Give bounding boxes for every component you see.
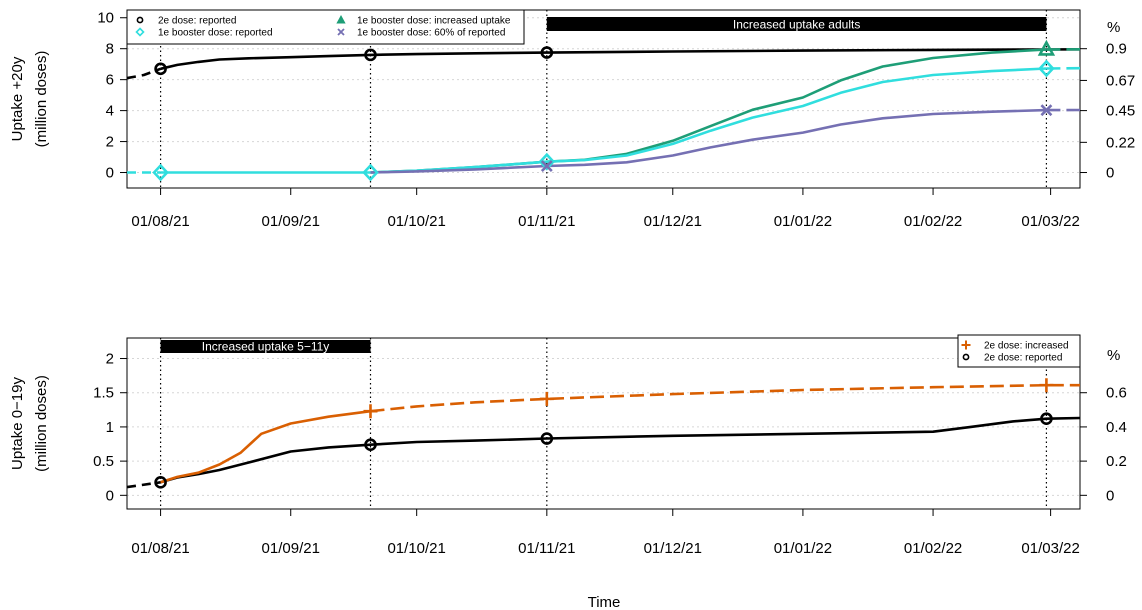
x-tick-label: 01/02/22 [904, 540, 962, 557]
data-point-reported_2e [364, 48, 377, 62]
uptake-20plus-panel: 0 2 4 6 8 10 0 0.22 0.45 0.67 0.9% 01/08/21 01/09/21… [9, 9, 1135, 230]
series-line-dashed [127, 67, 162, 80]
x-tick-label: 01/08/21 [131, 540, 189, 557]
y-tick-label: 8 [106, 41, 114, 58]
x-tick-label: 01/11/21 [518, 213, 575, 230]
x-tick-label: 01/08/21 [131, 213, 189, 230]
y2-unit-label: % [1107, 347, 1120, 364]
x-tick-label: 01/11/21 [518, 540, 575, 557]
y-tick-label: 0 [106, 487, 114, 504]
legend-label: 1e booster dose: reported [158, 28, 273, 39]
x-tick-label: 01/12/21 [644, 213, 702, 230]
data-point-increased_2e [363, 404, 378, 419]
legend-label: 1e booster dose: 60% of reported [357, 28, 505, 39]
data-point-booster_increased [1037, 39, 1056, 56]
data-point-increased_2e [1039, 378, 1054, 393]
legend-marker-increased_2e [961, 340, 971, 350]
y-axis-subtitle: (million doses) [33, 51, 50, 148]
data-point-booster_60pct [540, 160, 553, 172]
series-line-dashed [370, 383, 1080, 413]
y2-tick-label: 0.4 [1106, 419, 1127, 436]
y-tick-label: 0 [106, 165, 114, 182]
x-tick-label: 01/12/21 [644, 540, 702, 557]
series-lines [127, 383, 1080, 489]
y-tick-label: 1.5 [93, 385, 114, 402]
x-tick-label: 01/01/22 [774, 540, 832, 557]
legend-marker-booster_reported [135, 27, 145, 37]
data-point-reported_2e [154, 476, 167, 489]
legend-marker-booster_60pct [337, 28, 345, 36]
x-tick-label: 01/10/21 [387, 213, 445, 230]
y2-tick-label: 0.45 [1106, 103, 1135, 120]
data-point-increased_2e [539, 391, 554, 406]
x-tick-label: 01/03/22 [1021, 540, 1079, 557]
data-point-booster_reported [1038, 59, 1055, 78]
data-point-booster_reported [362, 163, 379, 182]
series-line-reported_2e [160, 416, 1080, 484]
y2-tick-label: 0 [1106, 487, 1114, 504]
data-point-reported_2e [540, 46, 554, 59]
data-point-reported_2e [154, 62, 167, 76]
legend-marker-reported_2e [136, 16, 144, 24]
legend-label: 2e dose: increased [984, 341, 1069, 352]
data-point-booster_reported [152, 163, 169, 182]
annotation-band-label: Increased uptake adults [733, 18, 860, 32]
y2-tick-label: 0.67 [1106, 72, 1135, 89]
y-tick-label: 1 [106, 419, 114, 436]
plot-frame [126, 337, 1081, 510]
y2-tick-label: 0.2 [1106, 453, 1127, 470]
y2-tick-label: 0 [1106, 165, 1114, 182]
y2-tick-label: 0.9 [1106, 41, 1127, 58]
uptake-0-19-panel: 0 0.5 1 1.5 2 0 0.2 0.4 0.6% 01/08/21 01/09/21 01/1… [9, 334, 1127, 557]
data-point-reported_2e [540, 432, 554, 445]
data-point-booster_reported [538, 152, 556, 171]
y2-tick-label: 0.22 [1106, 134, 1135, 151]
annotation-band [546, 17, 1047, 31]
x-tick-label: 01/02/22 [904, 213, 962, 230]
x-tick-label: 01/09/21 [262, 540, 320, 557]
legend-label: 1e booster dose: increased uptake [357, 16, 511, 27]
x-tick-label: 01/09/21 [262, 213, 320, 230]
y-axis-title: Uptake 0−19y [9, 377, 26, 470]
series-line-booster_reported [160, 67, 1047, 174]
legend-marker-reported_2e [962, 353, 970, 361]
y-tick-label: 0.5 [93, 453, 114, 470]
y-axis-title: Uptake +20y [9, 56, 26, 141]
x-tick-label: 01/10/21 [387, 540, 445, 557]
y-axis-subtitle: (million doses) [33, 375, 50, 472]
data-point-reported_2e [364, 438, 377, 452]
annotation-band [160, 340, 371, 353]
series-line-dashed [127, 481, 161, 489]
x-tick-label: 01/03/22 [1021, 213, 1079, 230]
y-tick-label: 2 [106, 134, 114, 151]
legend-marker-booster_increased [336, 14, 346, 24]
y2-unit-label: % [1107, 19, 1120, 36]
y-tick-label: 2 [106, 351, 114, 368]
legend-label: 2e dose: reported [984, 353, 1062, 364]
series-line-booster_60pct [370, 108, 1047, 174]
legend-box [957, 334, 1081, 368]
y-tick-label: 4 [106, 103, 114, 120]
legend-label: 2e dose: reported [158, 16, 236, 27]
series-line-increased_2e [160, 409, 371, 484]
data-point-booster_60pct [1040, 104, 1053, 117]
data-point-reported_2e [1040, 412, 1053, 426]
plot-frame [126, 9, 1081, 189]
y-tick-label: 6 [106, 72, 114, 89]
x-tick-label: 01/01/22 [774, 213, 832, 230]
legend-box [126, 9, 525, 45]
y2-tick-label: 0.6 [1106, 385, 1127, 402]
series-lines [127, 48, 1080, 174]
y-tick-label: 10 [97, 10, 114, 27]
annotation-band-label: Increased uptake 5−11y [202, 340, 330, 354]
series-line-reported_2e [160, 48, 1080, 71]
x-axis-title: Time [588, 594, 621, 610]
